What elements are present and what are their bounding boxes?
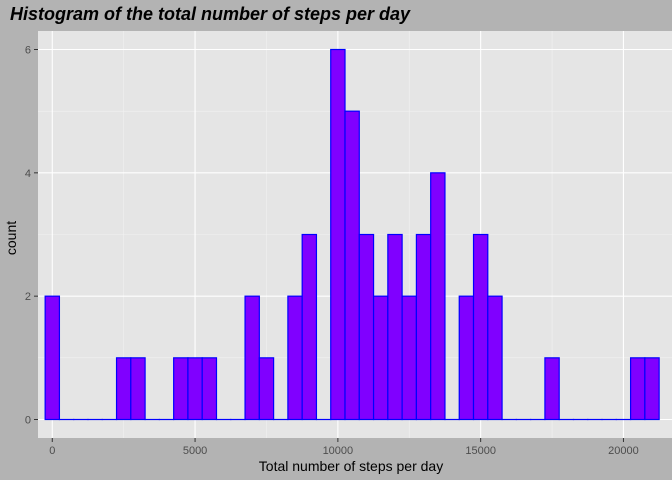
x-tick-label: 15000: [465, 445, 496, 457]
y-tick-label: 4: [25, 168, 31, 180]
histogram-bar: [130, 357, 146, 421]
histogram-bar: [487, 295, 503, 421]
histogram-bar: [401, 295, 418, 421]
x-tick-label: 10000: [323, 445, 354, 457]
y-tick-label: 6: [25, 45, 31, 57]
histogram-bar: [430, 172, 446, 421]
axes: 0 5000 10000 15000 20000 0 2 4 6: [25, 45, 639, 458]
histogram-bar: [472, 233, 489, 421]
histogram-bar: [201, 357, 218, 421]
x-tick-label: 20000: [608, 445, 639, 457]
bars: [44, 48, 660, 421]
histogram-bar: [301, 233, 318, 421]
histogram-bar: [629, 357, 646, 421]
y-tick-label: 2: [25, 291, 31, 303]
x-tick-label: 5000: [183, 445, 207, 457]
histogram-bar: [330, 48, 346, 421]
y-axis-title: count: [3, 221, 19, 255]
histogram-bar: [644, 357, 660, 421]
histogram-bar: [372, 295, 389, 421]
histogram-bar: [187, 357, 203, 421]
histogram-bar: [258, 357, 275, 421]
histogram-bar: [544, 357, 560, 421]
chart-title: Histogram of the total number of steps p…: [10, 4, 411, 24]
histogram-bar: [287, 295, 303, 421]
y-tick-label: 0: [25, 415, 31, 427]
histogram-bar: [415, 233, 432, 421]
histogram-bar: [173, 357, 189, 421]
x-tick-label: 0: [49, 445, 55, 457]
histogram-bar: [458, 295, 475, 421]
x-axis-title: Total number of steps per day: [259, 458, 443, 474]
histogram-bar: [44, 295, 61, 421]
histogram-bar: [387, 233, 403, 421]
histogram-bar: [344, 110, 360, 421]
histogram-bar: [244, 295, 260, 421]
histogram-bar: [358, 233, 375, 421]
histogram-bar: [115, 357, 132, 421]
